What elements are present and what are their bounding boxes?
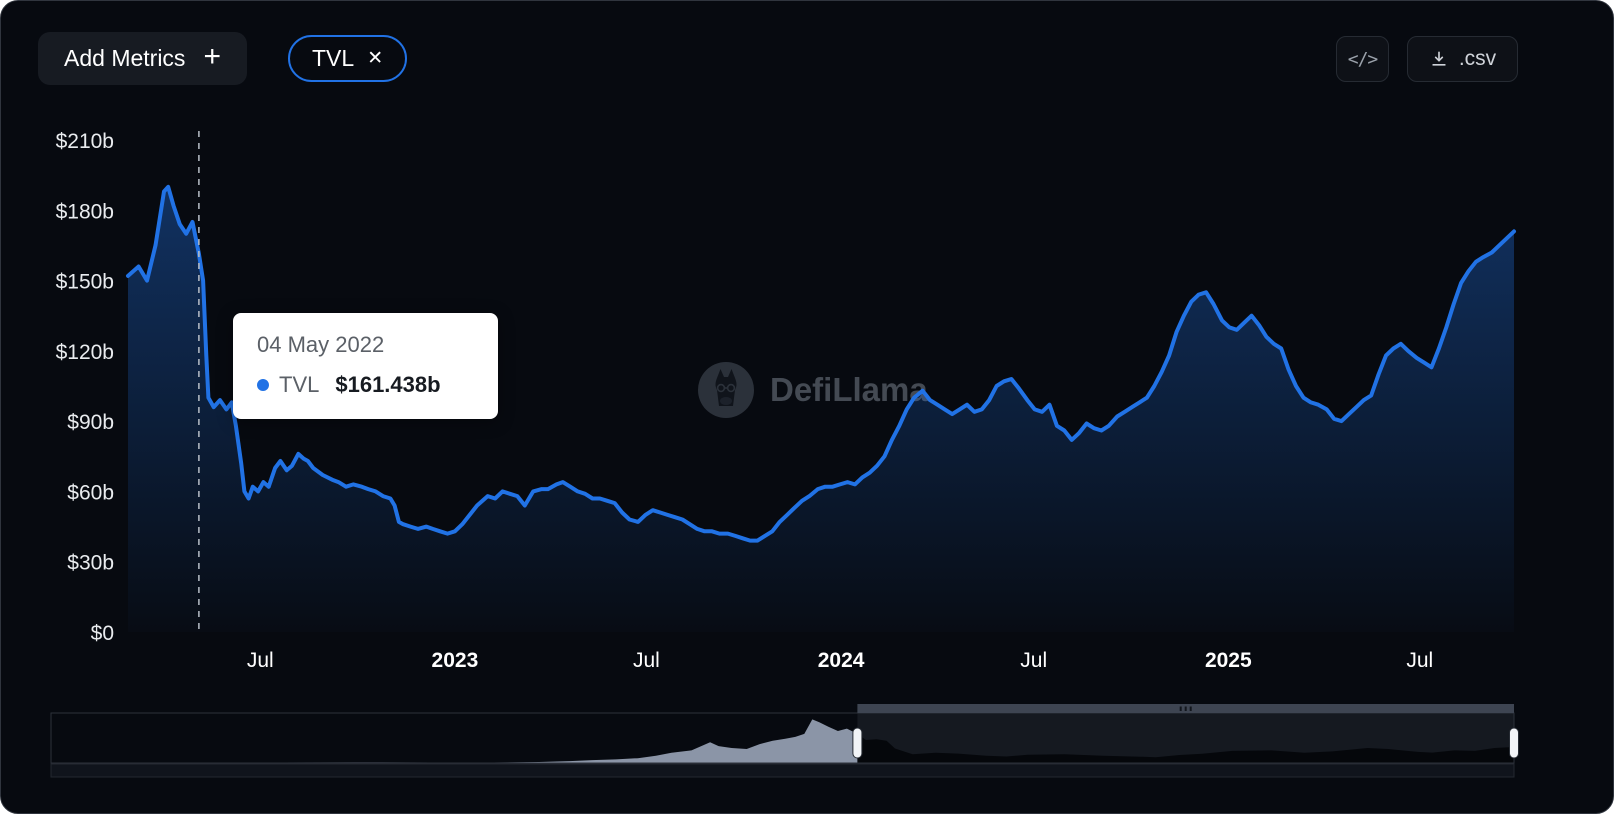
x-axis-tick-label: 2023 <box>432 649 479 672</box>
series-dot-icon <box>257 379 269 391</box>
y-axis-tick-label: $180b <box>56 200 114 223</box>
brush-axis-strip <box>50 763 1515 778</box>
code-icon: </> <box>1347 48 1378 70</box>
tooltip-date: 04 May 2022 <box>257 332 385 357</box>
watermark-text: DefiLlama <box>770 371 928 408</box>
embed-code-button[interactable]: </> <box>1336 36 1389 82</box>
y-axis-tick-label: $150b <box>56 271 114 294</box>
x-axis-tick-label: 2024 <box>818 649 865 672</box>
download-icon <box>1432 51 1446 66</box>
tooltip-series-row: TVL $161.438b <box>257 372 472 398</box>
csv-label: .csv <box>1458 47 1497 70</box>
y-axis-tick-label: $30b <box>67 552 114 575</box>
tooltip-value: $161.438b <box>335 372 441 397</box>
tvl-area-fill <box>128 186 1514 632</box>
add-metrics-label: Add Metrics <box>64 45 186 71</box>
y-axis-tick-label: $90b <box>67 411 114 434</box>
x-axis-tick-label: Jul <box>247 649 274 672</box>
tooltip-series-label: TVL <box>279 372 320 397</box>
brush-grip-icon <box>1184 706 1187 711</box>
defillama-watermark: DefiLlama <box>697 361 928 419</box>
metric-chip-tvl[interactable]: TVL ✕ <box>288 35 408 82</box>
x-axis-tick-label: 2025 <box>1205 649 1252 672</box>
download-csv-button[interactable]: .csv <box>1407 36 1518 82</box>
plus-icon: + <box>203 40 221 73</box>
add-metrics-button[interactable]: Add Metrics + <box>38 32 247 85</box>
brush-grip-icon <box>1189 706 1192 711</box>
brush-handle-left[interactable] <box>852 727 863 759</box>
brush-handle-right[interactable] <box>1509 727 1519 759</box>
brush-mini-area-unselected <box>51 719 858 763</box>
y-axis-tick-label: $210b <box>56 130 114 153</box>
x-axis-tick-label: Jul <box>1020 649 1047 672</box>
tvl-line <box>126 184 1516 543</box>
y-axis-tick-label: $60b <box>67 481 114 504</box>
x-axis-tick-label: Jul <box>633 649 660 672</box>
x-axis-tick-label: Jul <box>1406 649 1433 672</box>
y-axis-tick-label: $120b <box>56 341 114 364</box>
metric-chip-label: TVL <box>312 45 355 71</box>
brush-mini-area-selected <box>857 733 1514 763</box>
defillama-llama-icon <box>698 362 754 418</box>
brush-grip-icon <box>1179 706 1182 711</box>
chart-tooltip: 04 May 2022 TVL $161.438b <box>233 313 498 419</box>
close-icon[interactable]: ✕ <box>367 48 384 69</box>
y-axis-tick-label: $0 <box>91 622 114 645</box>
